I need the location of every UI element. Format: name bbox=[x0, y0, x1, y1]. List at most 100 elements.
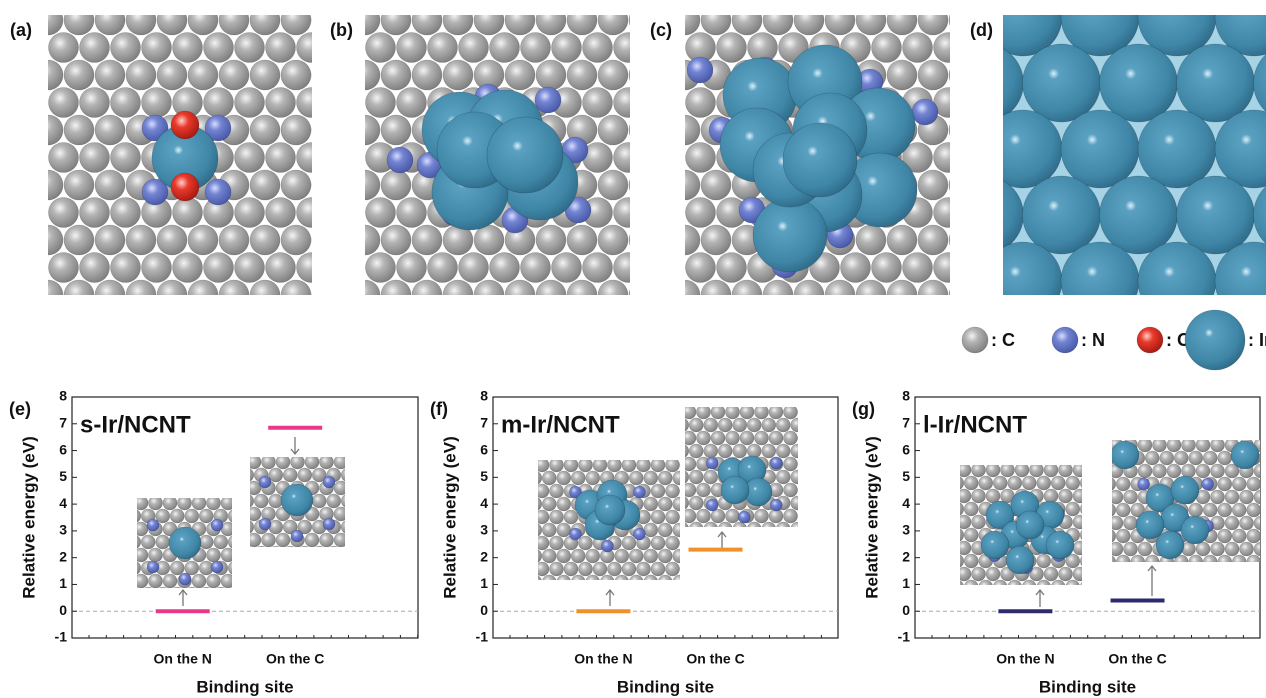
atom bbox=[700, 169, 732, 201]
atom bbox=[710, 508, 726, 524]
atom bbox=[187, 279, 219, 295]
atom bbox=[144, 586, 153, 588]
atom bbox=[705, 498, 719, 512]
atom bbox=[793, 15, 825, 36]
atom bbox=[1210, 440, 1225, 453]
atom bbox=[349, 533, 363, 547]
chart-title: l-Ir/NCNT bbox=[923, 411, 1027, 438]
atom bbox=[965, 143, 995, 173]
atom bbox=[917, 224, 949, 256]
chart-title: m-Ir/NCNT bbox=[501, 411, 620, 438]
atom bbox=[643, 548, 659, 564]
atom bbox=[1003, 241, 1063, 295]
atom bbox=[934, 308, 964, 338]
atom bbox=[1095, 490, 1109, 504]
y-tick-label: 7 bbox=[902, 414, 910, 430]
atom bbox=[48, 279, 64, 295]
atom bbox=[141, 178, 169, 206]
atom bbox=[1072, 465, 1082, 478]
atom bbox=[380, 59, 412, 91]
atom bbox=[356, 520, 370, 534]
atom bbox=[110, 252, 141, 283]
atom bbox=[948, 15, 950, 27]
atom bbox=[534, 86, 562, 114]
atom bbox=[1195, 541, 1211, 557]
atom bbox=[48, 169, 64, 201]
y-tick-label: 7 bbox=[59, 414, 67, 430]
atom bbox=[597, 279, 629, 295]
atom bbox=[328, 143, 358, 173]
atom bbox=[971, 566, 986, 582]
atom bbox=[365, 32, 396, 63]
atom bbox=[535, 588, 549, 602]
atom bbox=[657, 522, 673, 538]
atom bbox=[250, 532, 262, 547]
atom bbox=[380, 114, 412, 146]
atom bbox=[148, 573, 163, 588]
atom bbox=[63, 59, 95, 91]
atom bbox=[504, 15, 536, 36]
atom bbox=[1230, 440, 1260, 470]
atom bbox=[328, 253, 358, 283]
atom bbox=[234, 142, 265, 173]
atom bbox=[739, 407, 755, 420]
atom bbox=[458, 32, 489, 63]
atom bbox=[203, 87, 234, 118]
atom bbox=[578, 460, 593, 473]
atom bbox=[172, 197, 203, 228]
atom bbox=[1217, 554, 1233, 562]
atom bbox=[685, 169, 701, 201]
atom bbox=[110, 197, 141, 228]
atom bbox=[1137, 241, 1217, 295]
atom bbox=[597, 59, 629, 91]
atom bbox=[48, 114, 64, 146]
atom bbox=[633, 527, 646, 541]
legend-label: : O bbox=[1166, 330, 1191, 350]
atom bbox=[296, 87, 312, 118]
atom bbox=[739, 430, 755, 446]
atom bbox=[110, 87, 141, 118]
y-tick-label: 3 bbox=[59, 522, 67, 538]
atom bbox=[840, 252, 871, 283]
atom bbox=[643, 522, 659, 538]
atom bbox=[917, 279, 949, 295]
atom bbox=[328, 198, 358, 228]
atom bbox=[965, 198, 995, 228]
atom bbox=[657, 548, 673, 564]
atom bbox=[665, 535, 680, 551]
atom bbox=[637, 588, 651, 602]
atom bbox=[552, 308, 582, 338]
atom bbox=[1112, 477, 1117, 491]
atom bbox=[593, 588, 607, 602]
atom bbox=[672, 496, 680, 512]
atom bbox=[542, 574, 557, 580]
structure bbox=[48, 15, 358, 295]
atom bbox=[696, 482, 711, 498]
atom bbox=[810, 308, 840, 338]
atom bbox=[600, 574, 615, 580]
atom bbox=[917, 15, 949, 36]
atom bbox=[1088, 515, 1102, 529]
atom bbox=[607, 561, 622, 577]
y-tick-label: 0 bbox=[59, 602, 67, 618]
atom bbox=[333, 532, 345, 547]
chart-title: s-Ir/NCNT bbox=[80, 411, 191, 438]
atom bbox=[396, 197, 427, 228]
atom bbox=[636, 460, 651, 473]
atom bbox=[356, 546, 370, 560]
atom bbox=[886, 15, 918, 36]
atom bbox=[1112, 541, 1124, 557]
atom bbox=[685, 142, 716, 173]
atom bbox=[94, 114, 126, 146]
y-tick-label: 1 bbox=[902, 575, 910, 591]
atom bbox=[335, 253, 365, 283]
atom bbox=[971, 488, 986, 504]
atom bbox=[280, 279, 312, 295]
atom bbox=[665, 460, 680, 473]
atom bbox=[541, 496, 557, 512]
atom bbox=[1058, 566, 1073, 582]
atom bbox=[639, 280, 669, 310]
atom bbox=[1144, 554, 1160, 562]
atom bbox=[282, 519, 298, 535]
atom bbox=[206, 498, 221, 511]
